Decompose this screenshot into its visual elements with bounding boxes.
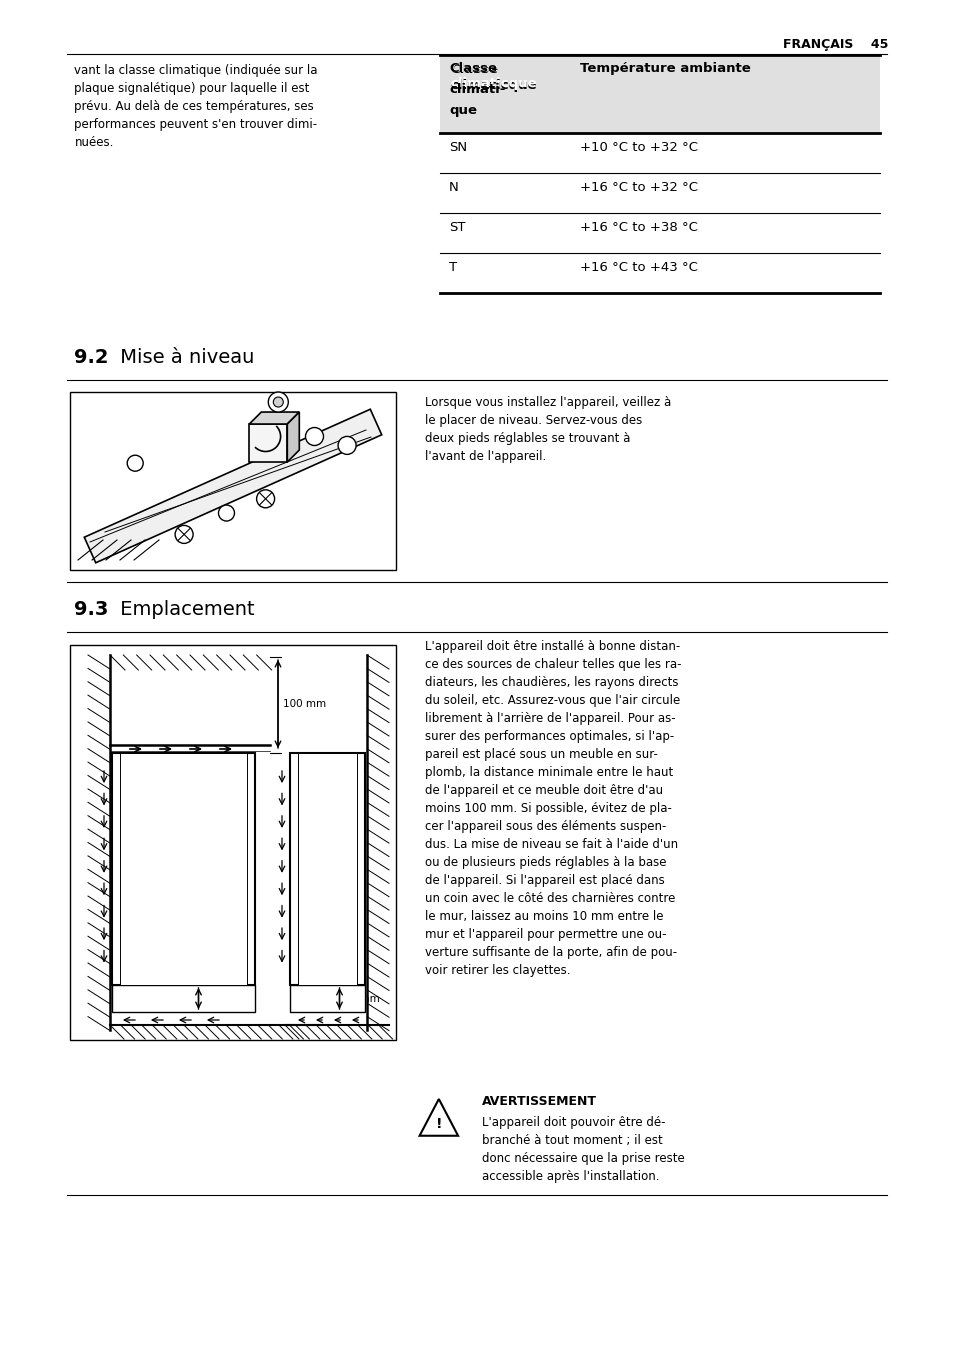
Circle shape: [175, 526, 193, 544]
Bar: [290, 753, 365, 986]
Polygon shape: [84, 410, 381, 562]
Bar: [70, 645, 395, 1040]
Bar: [249, 425, 287, 462]
Text: FRANÇAIS    45: FRANÇAIS 45: [781, 38, 887, 51]
Bar: [120, 753, 247, 986]
Text: 15 mm: 15 mm: [202, 994, 239, 1003]
Text: Classe: Classe: [449, 62, 497, 74]
Text: L'appareil doit être installé à bonne distan-
ce des sources de chaleur telles q: L'appareil doit être installé à bonne di…: [424, 639, 680, 977]
Text: 15 mm: 15 mm: [343, 994, 380, 1003]
Text: +16 °C to +38 °C: +16 °C to +38 °C: [579, 220, 698, 234]
Text: Emplacement: Emplacement: [114, 600, 254, 619]
Text: que: que: [449, 104, 476, 118]
Text: ST: ST: [449, 220, 465, 234]
Text: AVERTISSEMENT: AVERTISSEMENT: [481, 1095, 597, 1109]
Circle shape: [218, 506, 234, 521]
Bar: [439, 55, 879, 132]
Text: +16 °C to +32 °C: +16 °C to +32 °C: [579, 181, 698, 193]
Text: 9.2: 9.2: [74, 347, 109, 366]
Text: Mise à niveau: Mise à niveau: [114, 347, 254, 366]
Circle shape: [305, 427, 323, 446]
Text: N: N: [449, 181, 458, 193]
Text: T: T: [449, 261, 456, 274]
Circle shape: [268, 392, 288, 412]
Bar: [112, 986, 254, 1013]
Text: SN: SN: [449, 141, 467, 154]
Bar: [112, 753, 254, 986]
Text: !: !: [436, 1117, 441, 1130]
Text: vant la classe climatique (indiquée sur la
plaque signalétique) pour laquelle il: vant la classe climatique (indiquée sur …: [74, 64, 317, 149]
Text: L'appareil doit pouvoir être dé-
branché à tout moment ; il est
donc nécessaire : L'appareil doit pouvoir être dé- branché…: [481, 1115, 684, 1183]
Circle shape: [273, 397, 283, 407]
Polygon shape: [419, 1099, 457, 1136]
Circle shape: [256, 489, 274, 508]
Text: Classe
climaticque: Classe climaticque: [450, 64, 536, 92]
Polygon shape: [249, 412, 299, 425]
Text: Température ambiante: Température ambiante: [579, 62, 750, 74]
Bar: [290, 986, 365, 1013]
Text: +16 °C to +43 °C: +16 °C to +43 °C: [579, 261, 698, 274]
Text: Classe
climaticque: Classe climaticque: [450, 62, 536, 91]
Text: 9.3: 9.3: [74, 600, 109, 619]
Circle shape: [337, 437, 355, 454]
Circle shape: [127, 456, 143, 472]
Text: 100 mm: 100 mm: [283, 699, 326, 708]
Text: climati-: climati-: [449, 82, 505, 96]
Polygon shape: [287, 412, 299, 462]
Bar: [70, 392, 395, 571]
Text: Lorsque vous installez l'appareil, veillez à
le placer de niveau. Servez-vous de: Lorsque vous installez l'appareil, veill…: [424, 396, 670, 462]
Text: +10 °C to +32 °C: +10 °C to +32 °C: [579, 141, 698, 154]
Bar: [297, 753, 356, 986]
